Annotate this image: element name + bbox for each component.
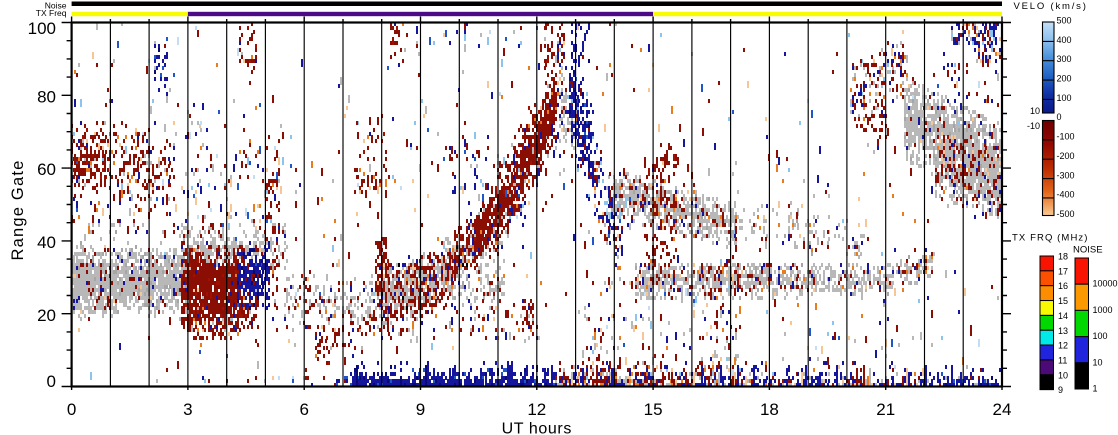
svg-text:10: 10 — [1093, 357, 1103, 367]
svg-text:-400: -400 — [1057, 190, 1075, 200]
svg-text:0: 0 — [47, 372, 56, 391]
svg-text:0: 0 — [1057, 112, 1062, 122]
svg-text:1: 1 — [1093, 384, 1098, 394]
svg-text:11: 11 — [1058, 355, 1067, 365]
svg-text:100: 100 — [28, 19, 56, 38]
svg-text:VELO (km/s): VELO (km/s) — [1014, 1, 1088, 12]
svg-text:21: 21 — [876, 400, 895, 419]
svg-text:TX FRQ (MHz): TX FRQ (MHz) — [1012, 233, 1089, 244]
svg-text:-100: -100 — [1057, 132, 1075, 142]
svg-text:9: 9 — [1058, 385, 1063, 395]
svg-text:Range Gate: Range Gate — [9, 160, 27, 261]
svg-text:60: 60 — [37, 160, 56, 179]
svg-text:14: 14 — [1058, 311, 1068, 321]
svg-text:0: 0 — [67, 400, 76, 419]
svg-text:-300: -300 — [1057, 170, 1075, 180]
svg-text:NOISE: NOISE — [1073, 245, 1103, 256]
svg-text:40: 40 — [37, 233, 56, 252]
svg-text:18: 18 — [1058, 252, 1068, 262]
svg-text:Noise: Noise — [45, 1, 67, 11]
svg-text:17: 17 — [1058, 266, 1068, 276]
svg-text:15: 15 — [1058, 296, 1068, 306]
svg-text:100: 100 — [1057, 93, 1072, 103]
svg-text:20: 20 — [37, 306, 56, 325]
svg-text:10: 10 — [1058, 370, 1068, 380]
svg-text:300: 300 — [1057, 54, 1072, 64]
svg-text:-10: -10 — [1027, 121, 1040, 131]
svg-text:10000: 10000 — [1093, 279, 1118, 289]
svg-text:15: 15 — [644, 400, 663, 419]
svg-text:UT hours: UT hours — [502, 421, 572, 435]
svg-text:1000: 1000 — [1093, 305, 1113, 315]
svg-text:500: 500 — [1057, 16, 1072, 26]
svg-text:18: 18 — [760, 400, 779, 419]
svg-text:80: 80 — [37, 87, 56, 106]
svg-text:12: 12 — [527, 400, 546, 419]
svg-text:6: 6 — [299, 400, 308, 419]
svg-text:TX Freq: TX Freq — [36, 8, 67, 18]
svg-text:13: 13 — [1058, 326, 1068, 336]
svg-text:-200: -200 — [1057, 151, 1075, 161]
svg-text:10: 10 — [1030, 106, 1040, 116]
svg-text:200: 200 — [1057, 74, 1072, 84]
svg-text:12: 12 — [1058, 341, 1068, 351]
svg-text:24: 24 — [993, 400, 1012, 419]
svg-text:400: 400 — [1057, 35, 1072, 45]
svg-text:-500: -500 — [1057, 209, 1075, 219]
svg-text:9: 9 — [416, 400, 425, 419]
svg-text:100: 100 — [1093, 331, 1108, 341]
svg-text:3: 3 — [183, 400, 192, 419]
svg-text:16: 16 — [1058, 281, 1068, 291]
